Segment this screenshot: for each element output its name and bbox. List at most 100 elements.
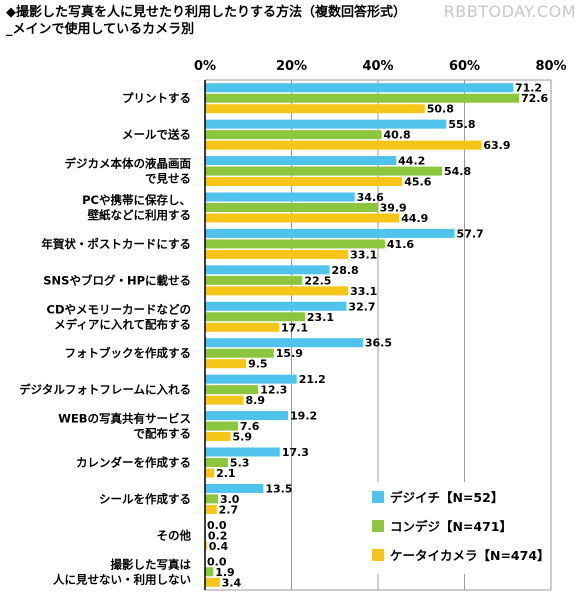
data-label: 32.7 [348,300,375,313]
bar [205,432,231,442]
bar [205,286,349,296]
bar [205,192,355,202]
data-label: 3.0 [220,493,240,506]
chart-title: ◆撮影した写真を人に見せたり利用したりする方法（複数回答形式） _メインで使用し… [6,4,406,38]
bar [205,228,455,238]
bar [205,249,349,259]
data-label: 33.1 [350,285,377,298]
category-label: WEBの写真共有サービス [58,412,191,426]
bar [205,301,347,311]
bar [205,458,228,467]
category-label: SNSやブログ・HPに載せる [43,273,191,287]
category-label: 壁紙などに利用する [88,208,192,222]
bar [205,567,214,577]
bar [205,385,259,395]
category-label: 年賀状・ポストカードにする [41,237,191,251]
legend-background [366,482,544,574]
data-label: 5.3 [230,457,250,470]
data-label: 45.6 [404,176,431,189]
category-label: で配布する [134,427,192,441]
bar [205,104,425,114]
data-label: 39.9 [380,202,407,215]
bar [205,483,264,493]
data-label: 28.8 [332,264,359,277]
data-label: 72.6 [521,92,548,105]
data-label: 40.8 [383,129,410,142]
bar [205,348,274,358]
data-label: 13.5 [265,482,292,495]
data-label: 44.2 [398,155,425,168]
data-label: 71.2 [515,82,542,95]
data-label: 34.6 [357,191,384,204]
bar [205,93,519,103]
legend-label: ケータイカメラ【N=474】 [390,548,550,563]
legend-label: デジイチ【N=52】 [390,490,503,505]
bar [205,359,247,369]
legend-label: コンデジ【N=471】 [390,519,512,534]
category-label: デジカメ本体の液晶画面 [65,157,192,171]
category-label: デジタルフォトフレームに入れる [19,383,191,397]
data-label: 0.0 [207,519,227,532]
data-label: 7.6 [240,420,260,433]
data-label: 9.5 [248,358,268,371]
category-label: で見せる [145,172,191,186]
data-label: 5.9 [233,431,253,444]
data-label: 2.7 [219,503,239,516]
bar [205,312,305,322]
bar [205,447,280,457]
data-label: 1.9 [215,566,235,579]
category-label: メールで送る [122,128,191,142]
x-tick-label: 0% [194,59,216,74]
category-label: CDやメモリーカードなどの [47,302,191,316]
data-label: 55.8 [448,118,475,131]
legend-swatch [372,520,384,532]
data-label: 0.4 [209,540,229,553]
data-label: 2.1 [216,467,236,480]
data-label: 41.6 [387,238,414,251]
data-label: 15.9 [276,347,303,360]
bar [205,374,297,384]
bar [205,239,385,249]
data-label: 8.9 [245,394,265,407]
x-tick-label: 20% [276,59,307,74]
data-label: 17.3 [282,446,309,459]
bar [205,213,400,223]
bar [205,322,279,332]
bar [205,411,289,421]
category-label: 人に見せない・利用しない [53,572,191,586]
watermark: RBBTODAY.COM [443,2,576,21]
data-label: 63.9 [483,139,510,152]
data-label: 54.8 [444,165,471,178]
bar [205,177,403,187]
data-label: 12.3 [260,384,287,397]
data-label: 36.5 [365,337,392,350]
data-label: 19.2 [290,410,317,423]
bar [205,468,215,478]
category-label: その他 [157,528,192,542]
data-label: 33.1 [350,248,377,261]
data-label: 22.5 [304,274,331,287]
data-label: 44.9 [401,212,428,225]
category-label: フォトブックを作成する [65,346,192,360]
data-label: 17.1 [281,321,308,334]
bar [205,83,513,93]
x-tick-label: 40% [362,59,393,74]
legend-swatch [372,549,384,561]
bar [205,577,220,587]
bar [205,395,244,405]
category-label: メディアに入れて配布する [54,317,191,331]
bar [205,140,482,150]
data-label: 50.8 [427,103,454,116]
bar [205,541,207,551]
data-label: 3.4 [222,576,242,589]
bar [205,421,238,431]
chart-title-line2: _メインで使用しているカメラ別 [6,22,195,37]
data-label: 0.0 [207,555,227,568]
data-label: 21.2 [299,373,326,386]
category-label: シールを作成する [99,492,191,506]
bar [205,275,303,285]
data-label: 0.2 [208,529,228,542]
bar [205,130,382,140]
bar [205,504,217,514]
